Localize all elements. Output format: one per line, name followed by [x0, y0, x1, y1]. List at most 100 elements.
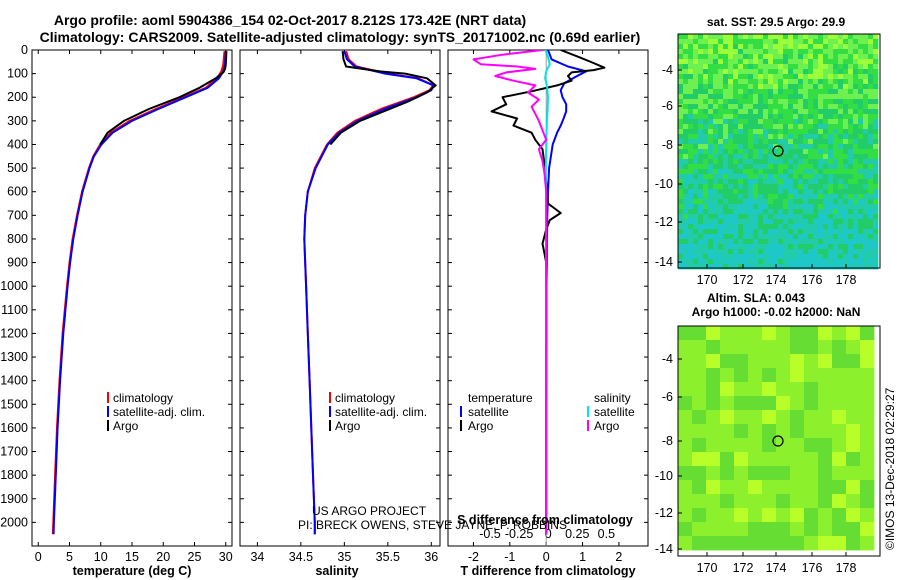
map-cell [838, 214, 844, 220]
map-cell [678, 410, 693, 425]
map-cell [693, 234, 699, 240]
map-cell [758, 109, 764, 115]
map-cell [698, 44, 704, 50]
map-cell [748, 94, 754, 100]
map-cell [692, 452, 707, 467]
legend-argo-label: Argo [335, 419, 361, 433]
x-tick-label: 34.5 [289, 550, 313, 564]
map-cell [790, 396, 805, 411]
map-cell [823, 209, 829, 215]
map-cell [778, 214, 784, 220]
map-x-tick-label: 178 [836, 273, 857, 287]
map-cell [678, 39, 684, 45]
map-cell [713, 54, 719, 60]
map-cell [858, 254, 864, 260]
map-cell [833, 204, 839, 210]
map-cell [818, 144, 824, 150]
map-cell [743, 84, 749, 90]
map-cell [863, 114, 869, 120]
map-cell [803, 154, 809, 160]
map-cell [798, 154, 804, 160]
map-cell [873, 184, 879, 190]
map-cell [748, 79, 754, 85]
map-cell [868, 84, 874, 90]
map-cell [758, 49, 764, 55]
map-cell [868, 119, 874, 125]
map-cell [708, 204, 714, 210]
map-cell [703, 219, 709, 225]
map-cell [868, 104, 874, 110]
map-cell [853, 154, 859, 160]
map-cell [733, 209, 739, 215]
map-cell [798, 194, 804, 200]
map-cell [678, 189, 684, 195]
map-cell [778, 224, 784, 230]
sla-map-title-line1: Altim. SLA: 0.043 [707, 291, 805, 305]
map-cell [723, 214, 729, 220]
map-cell [728, 44, 734, 50]
map-cell [868, 259, 874, 265]
map-cell [848, 79, 854, 85]
map-cell [818, 239, 824, 245]
map-cell [776, 508, 791, 523]
map-cell [873, 99, 879, 105]
map-cell [776, 536, 791, 551]
map-cell [803, 174, 809, 180]
map-cell [703, 174, 709, 180]
map-cell [728, 69, 734, 75]
map-cell [738, 244, 744, 250]
map-cell [743, 49, 749, 55]
map-cell [823, 249, 829, 255]
map-cell [683, 184, 689, 190]
map-cell [813, 219, 819, 225]
map-cell [748, 64, 754, 70]
map-cell [833, 54, 839, 60]
map-cell [723, 174, 729, 180]
map-cell [743, 94, 749, 100]
map-cell [688, 74, 694, 80]
map-cell [743, 149, 749, 155]
map-cell [768, 39, 774, 45]
map-cell [713, 214, 719, 220]
map-cell [758, 59, 764, 65]
map-cell [734, 466, 749, 481]
x-tick-label: 35.5 [376, 550, 400, 564]
map-cell [734, 396, 749, 411]
map-cell [753, 129, 759, 135]
map-cell [860, 340, 875, 355]
map-cell [693, 194, 699, 200]
map-cell [748, 139, 754, 145]
map-cell [823, 229, 829, 235]
map-cell [708, 219, 714, 225]
map-cell [778, 204, 784, 210]
map-cell [828, 124, 834, 130]
map-cell [703, 254, 709, 260]
map-cell [683, 84, 689, 90]
map-cell [678, 396, 693, 411]
map-cell [703, 119, 709, 125]
map-cell [818, 259, 824, 265]
map-cell [738, 124, 744, 130]
map-cell [823, 234, 829, 240]
map-cell [733, 234, 739, 240]
map-cell [843, 39, 849, 45]
map-cell [728, 209, 734, 215]
map-cell [768, 119, 774, 125]
map-cell [723, 159, 729, 165]
map-cell [738, 79, 744, 85]
map-cell [813, 194, 819, 200]
map-cell [808, 79, 814, 85]
map-cell [683, 114, 689, 120]
map-cell [678, 249, 684, 255]
map-cell [748, 259, 754, 265]
map-cell [828, 84, 834, 90]
map-cell [793, 224, 799, 230]
map-cell [753, 114, 759, 120]
map-cell [758, 264, 764, 270]
map-cell [803, 44, 809, 50]
map-cell [688, 179, 694, 185]
map-cell [838, 194, 844, 200]
map-cell [776, 494, 791, 509]
map-cell [763, 69, 769, 75]
map-cell [723, 154, 729, 160]
